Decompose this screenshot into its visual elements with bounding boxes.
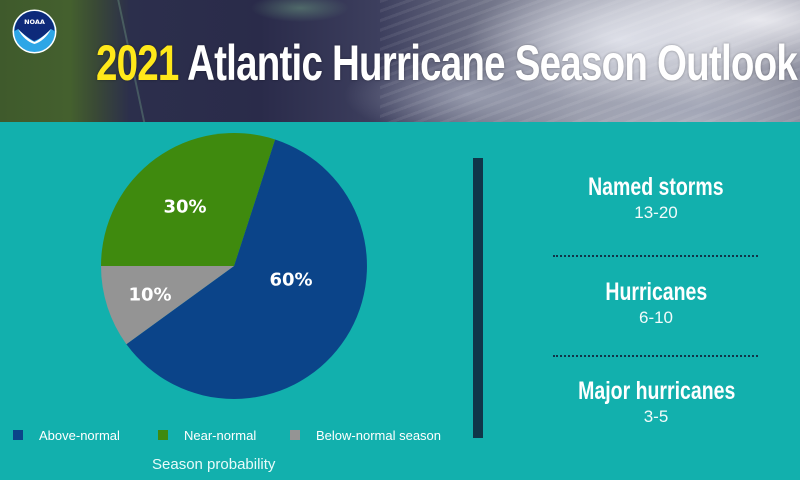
pie-slice-above-normal xyxy=(126,139,367,399)
page-title: 2021 Atlantic Hurricane Season Outlook xyxy=(96,30,798,96)
legend-label: Near-normal xyxy=(184,427,257,443)
vertical-divider-bar xyxy=(473,158,483,438)
chart-axis-title: Season probability xyxy=(152,456,276,473)
title-text: Atlantic Hurricane Season Outlook xyxy=(178,35,798,91)
pie-slice-below-normal xyxy=(100,266,234,345)
legend-swatch-below-normal xyxy=(290,430,300,440)
stat-label: Hurricanes xyxy=(605,278,707,306)
pie-slice-near-normal xyxy=(101,132,276,266)
legend-item-above-normal: Above-normal xyxy=(13,426,120,444)
legend-swatch-above-normal xyxy=(13,430,23,440)
header-banner: NOAA 2021 Atlantic Hurricane Season Outl… xyxy=(0,0,800,122)
legend-item-below-normal: Below-normal season xyxy=(290,426,441,444)
title-year: 2021 xyxy=(96,35,179,91)
stat-hurricanes: Hurricanes 6-10 xyxy=(556,277,756,329)
stat-named-storms: Named storms 13-20 xyxy=(556,172,756,224)
dotted-divider xyxy=(553,255,758,257)
legend-item-near-normal: Near-normal xyxy=(158,426,256,444)
legend-label: Above-normal xyxy=(39,427,120,443)
svg-text:NOAA: NOAA xyxy=(24,18,45,26)
satellite-cloud-texture xyxy=(380,0,800,122)
stat-label: Named storms xyxy=(588,173,724,201)
pie-chart: 60% 30% 10% xyxy=(0,122,470,480)
stat-value: 13-20 xyxy=(634,203,678,222)
stat-value: 6-10 xyxy=(638,308,674,327)
legend-swatch-near-normal xyxy=(158,430,168,440)
pie-label-above-normal: 60% xyxy=(269,269,313,291)
stat-major-hurricanes: Major hurricanes 3-5 xyxy=(556,376,756,428)
stat-value: 3-5 xyxy=(643,407,669,426)
legend-label: Below-normal season xyxy=(316,427,442,443)
noaa-logo-icon: NOAA xyxy=(12,9,57,54)
pie-label-below-normal: 10% xyxy=(128,284,172,306)
dotted-divider xyxy=(553,355,758,357)
pie-label-near-normal: 30% xyxy=(163,196,207,218)
stat-label: Major hurricanes xyxy=(578,377,736,405)
pie-chart-svg xyxy=(100,132,367,399)
